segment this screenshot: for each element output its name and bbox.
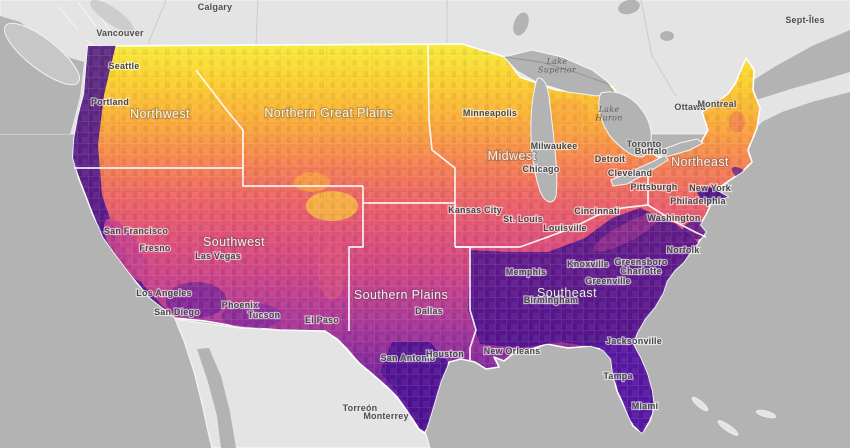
region-label: Midwest bbox=[488, 149, 537, 163]
city-label: Las Vegas bbox=[195, 251, 241, 261]
lake-huron bbox=[598, 91, 652, 158]
city-label: Knoxville bbox=[567, 259, 609, 269]
city-label: Jacksonville bbox=[606, 336, 662, 346]
region-label: Southwest bbox=[203, 235, 265, 249]
city-label: St. Louis bbox=[503, 214, 543, 224]
intl-city-label: Montreal bbox=[697, 99, 736, 109]
intl-city-label: Ottawa bbox=[674, 102, 706, 112]
city-label: Los Angeles bbox=[136, 288, 191, 298]
province-borders bbox=[147, 0, 677, 97]
lake-erie bbox=[610, 154, 669, 187]
great-lakes bbox=[503, 49, 704, 203]
city-label: Greensboro bbox=[614, 257, 667, 267]
fjord-lines bbox=[57, 1, 113, 53]
atlantic-ocean bbox=[652, 92, 850, 448]
region-boundaries bbox=[74, 43, 707, 360]
city-label: Washington bbox=[647, 213, 700, 223]
city-label: Philadelphia bbox=[670, 196, 726, 206]
city-label: Tucson bbox=[248, 310, 281, 320]
city-label: Norfolk bbox=[667, 245, 701, 255]
city-label: Kansas City bbox=[448, 205, 502, 215]
city-label: Pittsburgh bbox=[631, 182, 678, 192]
city-label: New York bbox=[689, 183, 732, 193]
city-label: Charlotte bbox=[620, 266, 661, 276]
city-label: Memphis bbox=[506, 267, 546, 277]
city-label: Cleveland bbox=[608, 168, 652, 178]
canada-border-lake-line bbox=[504, 56, 614, 93]
water-label: Lake Superior bbox=[538, 57, 577, 75]
gulf-of-california bbox=[197, 348, 236, 448]
city-label: Milwaukee bbox=[531, 141, 578, 151]
city-label: Fresno bbox=[139, 243, 171, 253]
city-label: Dallas bbox=[415, 306, 443, 316]
city-label: Greenville bbox=[585, 276, 631, 286]
canadian-lakes bbox=[513, 0, 674, 41]
city-label: Cincinnati bbox=[574, 206, 620, 216]
city-label: Chicago bbox=[523, 164, 560, 174]
intl-city-label: Toronto bbox=[627, 139, 662, 149]
city-label: Louisville bbox=[543, 223, 587, 233]
region-label: Northeast bbox=[671, 155, 729, 169]
city-label: Miami bbox=[632, 401, 659, 411]
city-label: Tampa bbox=[603, 371, 633, 381]
city-label: San Francisco bbox=[104, 226, 168, 236]
city-label: Buffalo bbox=[635, 146, 668, 156]
region-label: Northern Great Plains bbox=[264, 106, 393, 120]
city-label: Seattle bbox=[109, 61, 140, 71]
bahamas-islands bbox=[691, 396, 777, 436]
region-label: Southeast bbox=[537, 286, 597, 300]
city-label: Detroit bbox=[595, 154, 625, 164]
city-label: El Paso bbox=[305, 315, 339, 325]
intl-city-label: Vancouver bbox=[96, 28, 144, 38]
map-labels: Northwest Northern Great Plains Midwest Nor… bbox=[90, 1, 826, 422]
coast-mountains bbox=[90, 0, 134, 33]
city-label: Portland bbox=[91, 97, 129, 107]
city-label: Birmingham bbox=[524, 295, 579, 305]
water-label: Lake Huron bbox=[594, 105, 622, 123]
vancouver-island bbox=[4, 22, 80, 86]
lake-michigan bbox=[530, 77, 558, 203]
intl-city-label: Sept-Îles bbox=[785, 14, 824, 25]
city-label: Phoenix bbox=[222, 300, 258, 310]
region-label: Southern Plains bbox=[354, 288, 448, 302]
intl-city-label: Calgary bbox=[198, 2, 232, 12]
intl-city-label: Torreón bbox=[343, 403, 378, 413]
intl-city-label: Monterrey bbox=[363, 411, 408, 421]
region-label: Northwest bbox=[130, 107, 190, 121]
city-label: New Orleans bbox=[484, 346, 541, 356]
city-label: Minneapolis bbox=[463, 108, 517, 118]
city-label: San Diego bbox=[154, 307, 200, 317]
city-label: San Antonio bbox=[381, 353, 436, 363]
lake-ontario bbox=[658, 138, 704, 157]
city-label: Houston bbox=[426, 349, 464, 359]
